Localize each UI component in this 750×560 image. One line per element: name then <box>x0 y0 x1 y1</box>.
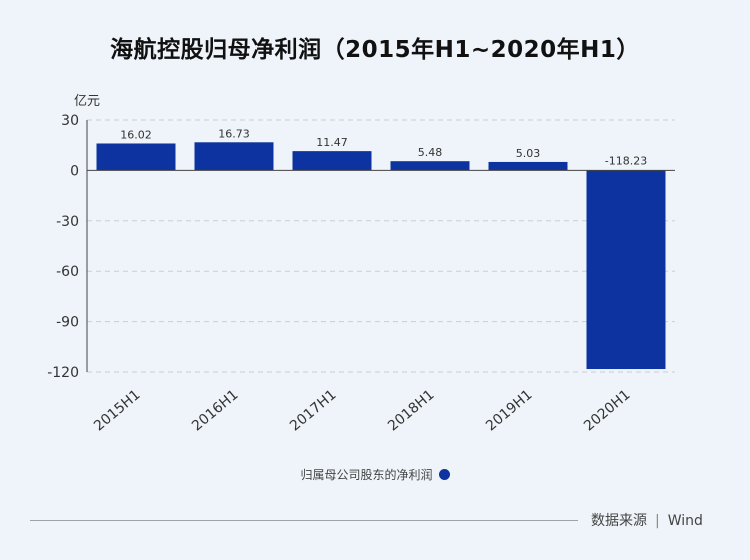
y-axis-unit-label: 亿元 <box>74 94 101 109</box>
source-name: Wind <box>667 513 703 529</box>
data-label: 5.48 <box>418 146 443 159</box>
source-label: 数据来源 <box>591 513 647 529</box>
data-label: -118.23 <box>605 154 647 167</box>
legend-label: 归属母公司股东的净利润 <box>300 468 433 482</box>
source-note: 数据来源 | Wind <box>591 510 703 530</box>
x-tick-label: 2015H1 <box>91 387 143 435</box>
legend: 归属母公司股东的净利润 <box>0 466 750 483</box>
bar <box>390 161 470 171</box>
x-tick-label: 2018H1 <box>385 387 437 435</box>
bar <box>194 142 274 171</box>
footer-divider <box>30 520 578 521</box>
y-tick-label: -30 <box>56 214 79 230</box>
data-label: 16.02 <box>120 128 152 141</box>
y-tick-label: -120 <box>47 365 79 381</box>
data-label: 16.73 <box>218 127 250 140</box>
bar <box>96 143 176 171</box>
x-tick-label: 2020H1 <box>581 387 633 435</box>
source-separator: | <box>655 513 660 529</box>
y-tick-label: -90 <box>56 315 79 331</box>
x-tick-label: 2017H1 <box>287 387 339 435</box>
bar <box>488 161 568 171</box>
data-label: 5.03 <box>516 147 541 160</box>
x-tick-label: 2019H1 <box>483 387 535 435</box>
y-tick-label: 0 <box>70 163 79 179</box>
legend-swatch <box>438 469 450 480</box>
bar <box>586 170 666 370</box>
chart-title: 海航控股归母净利润（2015年H1~2020年H1） <box>110 37 640 63</box>
y-tick-label: -60 <box>56 264 79 280</box>
x-tick-label: 2016H1 <box>189 387 241 435</box>
data-label: 11.47 <box>316 136 348 149</box>
y-tick-label: 30 <box>61 113 79 129</box>
bar <box>292 151 372 171</box>
